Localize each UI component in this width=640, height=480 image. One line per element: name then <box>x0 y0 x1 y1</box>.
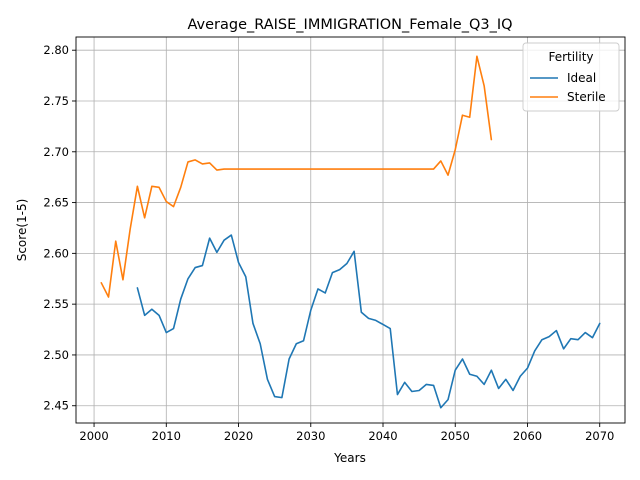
y-axis-ticks: 2.45 2.50 2.55 2.60 2.65 2.70 2.75 2.80 <box>43 43 76 413</box>
y-tick-label: 2.55 <box>43 297 69 311</box>
x-tick-label: 2000 <box>79 429 108 443</box>
x-tick-label: 2060 <box>513 429 542 443</box>
series-line-ideal <box>136 234 601 409</box>
legend-box <box>522 42 620 112</box>
x-axis-ticks: 2000 2010 2020 2030 2040 2050 2060 2070 <box>79 423 614 443</box>
y-axis-label: Score(1-5) <box>15 199 29 262</box>
series-lines <box>100 55 601 409</box>
legend-title: Fertility <box>548 50 593 64</box>
x-tick-label: 2020 <box>224 429 253 443</box>
y-tick-label: 2.65 <box>43 196 69 210</box>
y-tick-label: 2.50 <box>43 348 69 362</box>
y-tick-label: 2.75 <box>43 94 69 108</box>
series-line-sterile <box>100 55 493 298</box>
x-tick-label: 2050 <box>441 429 470 443</box>
plot-frame <box>75 36 626 424</box>
legend-label-ideal: Ideal <box>567 71 596 85</box>
x-axis-label: Years <box>333 451 366 465</box>
y-tick-label: 2.80 <box>43 43 69 57</box>
y-tick-label: 2.60 <box>43 246 69 260</box>
x-tick-label: 2010 <box>152 429 181 443</box>
x-tick-label: 2030 <box>296 429 325 443</box>
x-tick-label: 2070 <box>585 429 614 443</box>
y-tick-label: 2.45 <box>43 399 69 413</box>
chart-title: Average_RAISE_IMMIGRATION_Female_Q3_IQ <box>187 17 512 33</box>
legend-label-sterile: Sterile <box>567 90 606 104</box>
y-tick-label: 2.70 <box>43 145 69 159</box>
legend: Fertility Ideal Sterile <box>522 42 620 112</box>
x-tick-label: 2040 <box>368 429 397 443</box>
